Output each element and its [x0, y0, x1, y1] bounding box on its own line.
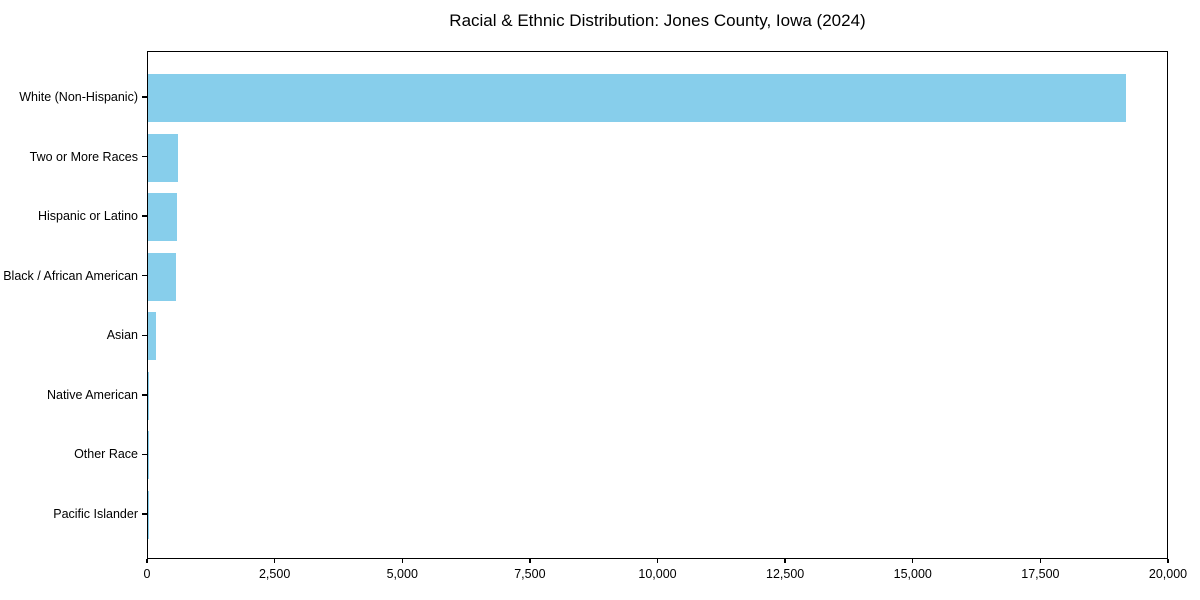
category-label: Two or More Races	[29, 149, 138, 164]
x-tick-label: 0	[143, 567, 151, 581]
bar	[148, 312, 157, 361]
x-tick-label: 12,500	[766, 567, 805, 581]
x-tick-label: 15,000	[893, 567, 932, 581]
x-tick-mark	[784, 559, 786, 563]
x-tick-label: 5,000	[386, 567, 418, 581]
category-label: White (Non-Hispanic)	[19, 90, 138, 104]
y-tick-mark	[142, 334, 147, 336]
chart-title: Racial & Ethnic Distribution: Jones Coun…	[449, 11, 866, 30]
x-tick-label: 7,500	[514, 567, 546, 581]
bar	[148, 431, 149, 480]
category-label: Native American	[46, 387, 138, 402]
category-label: Asian	[106, 328, 138, 343]
bar	[148, 252, 177, 301]
x-tick-mark	[656, 559, 659, 563]
x-tick-label: 10,000	[638, 567, 677, 581]
x-tick-mark	[401, 559, 403, 563]
bar	[148, 193, 177, 242]
x-tick-mark	[912, 559, 914, 563]
x-tick-mark	[529, 559, 531, 563]
bar	[148, 74, 1126, 122]
x-tick-label: 17,500	[1021, 567, 1060, 581]
x-tick-mark	[273, 559, 276, 563]
x-tick-mark	[146, 559, 148, 563]
category-label: Hispanic or Latino	[37, 209, 138, 224]
x-tick-mark	[1039, 559, 1042, 563]
bar	[148, 133, 178, 182]
y-tick-mark	[142, 453, 147, 456]
bar	[148, 371, 149, 420]
category-label: Black / African American	[3, 268, 138, 283]
category-label: Pacific Islander	[53, 506, 138, 521]
y-tick-mark	[142, 96, 147, 98]
y-tick-mark	[142, 513, 147, 515]
y-tick-mark	[142, 155, 147, 158]
y-tick-mark	[142, 394, 147, 396]
x-tick-label: 2,500	[258, 567, 291, 581]
x-tick-label: 20,000	[1148, 567, 1188, 581]
y-tick-mark	[142, 275, 147, 277]
plot-area	[147, 51, 1168, 559]
category-label: Other Race	[74, 447, 138, 462]
x-tick-mark	[1167, 559, 1169, 563]
y-tick-mark	[142, 215, 147, 217]
